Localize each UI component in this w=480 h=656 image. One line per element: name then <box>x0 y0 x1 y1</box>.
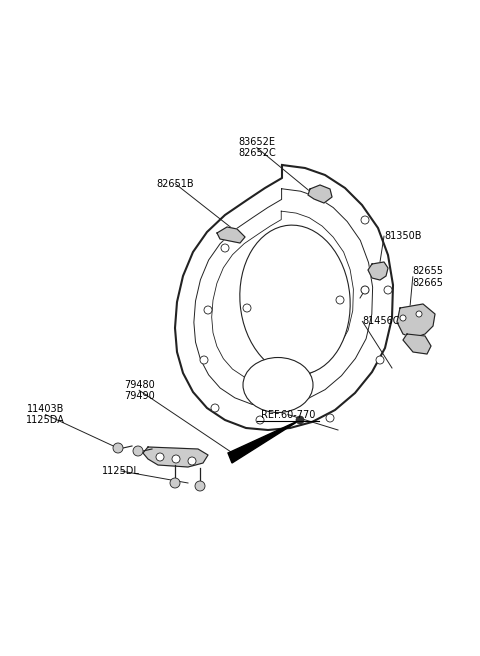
Polygon shape <box>228 420 300 463</box>
Circle shape <box>336 296 344 304</box>
Polygon shape <box>368 262 388 280</box>
Text: 81456C: 81456C <box>362 316 400 327</box>
Polygon shape <box>143 447 208 467</box>
Polygon shape <box>175 165 393 430</box>
Circle shape <box>361 286 369 294</box>
Circle shape <box>376 356 384 364</box>
Circle shape <box>200 356 208 364</box>
Circle shape <box>204 306 212 314</box>
Circle shape <box>384 286 392 294</box>
Circle shape <box>195 481 205 491</box>
Polygon shape <box>403 334 431 354</box>
Circle shape <box>256 416 264 424</box>
Circle shape <box>416 311 422 317</box>
Circle shape <box>211 404 219 412</box>
Circle shape <box>400 315 406 321</box>
Circle shape <box>326 414 334 422</box>
Circle shape <box>170 478 180 488</box>
Polygon shape <box>397 304 435 338</box>
Circle shape <box>133 446 143 456</box>
Text: 11403B
1125DA: 11403B 1125DA <box>26 404 65 425</box>
Circle shape <box>243 304 251 312</box>
Polygon shape <box>217 227 245 243</box>
Circle shape <box>221 244 229 252</box>
Text: REF.60-770: REF.60-770 <box>261 409 315 420</box>
Ellipse shape <box>240 225 350 375</box>
Circle shape <box>113 443 123 453</box>
Ellipse shape <box>243 358 313 413</box>
Text: 82655
82665: 82655 82665 <box>413 266 444 287</box>
Circle shape <box>188 457 196 465</box>
Text: 81350B: 81350B <box>384 231 421 241</box>
Text: 82651B: 82651B <box>156 178 194 189</box>
Text: 1125DL: 1125DL <box>102 466 140 476</box>
Circle shape <box>156 453 164 461</box>
Circle shape <box>361 216 369 224</box>
Text: 79480
79490: 79480 79490 <box>124 380 155 401</box>
Circle shape <box>172 455 180 463</box>
Text: 83652E
82652C: 83652E 82652C <box>238 137 276 158</box>
Polygon shape <box>308 185 332 203</box>
Circle shape <box>296 416 304 424</box>
